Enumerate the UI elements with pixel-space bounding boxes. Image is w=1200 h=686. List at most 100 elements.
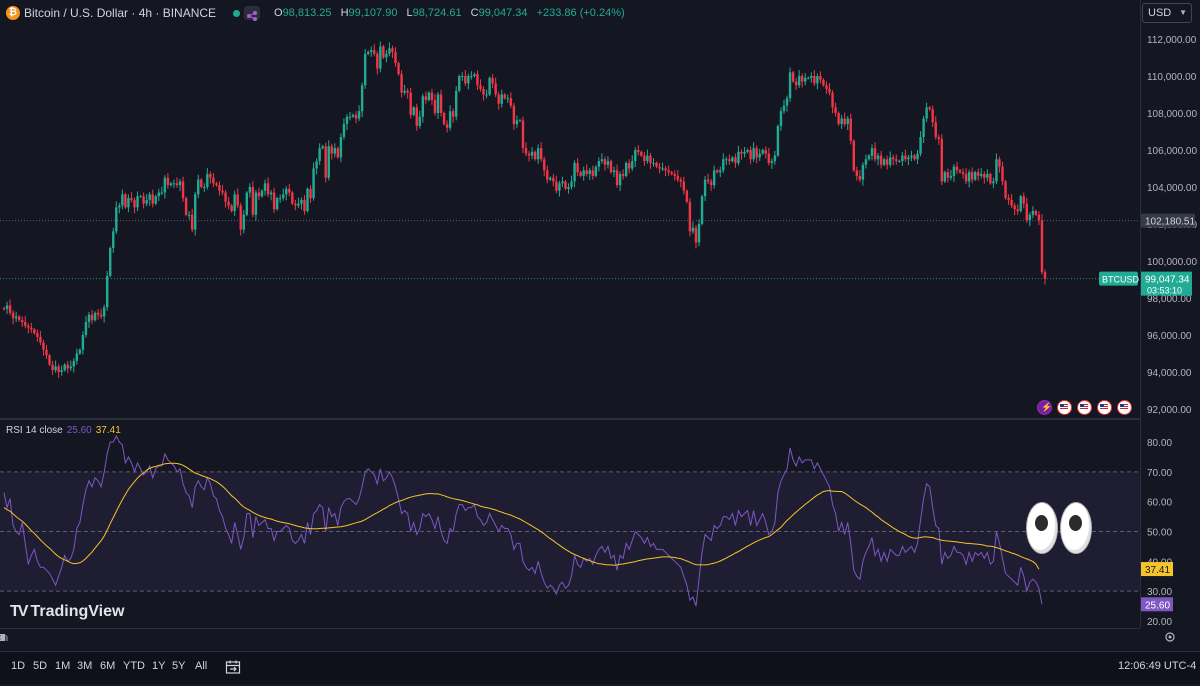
candle-body [197,179,200,195]
candle [497,91,500,110]
candle [612,166,616,178]
time-tick-label: 17 [0,633,6,644]
candle-body [831,92,834,108]
candle [357,105,361,122]
timeframe-6m[interactable]: 6M [100,660,116,672]
us-flag-event-icon[interactable] [1117,400,1132,415]
timeframe-1d[interactable]: 1D [11,660,26,672]
timeframe-ytd[interactable]: YTD [123,660,145,672]
candle-body [691,227,695,232]
candle-body [1025,203,1028,221]
candle-body [964,174,968,182]
tradingview-wordmark: TradingView [30,603,125,620]
candle [849,113,852,145]
candle-body [609,161,613,173]
compare-icon[interactable] [244,6,260,21]
us-flag-event-icon[interactable] [1057,400,1072,415]
candle-body [852,140,855,171]
rsi-legend[interactable]: RSI 14 close 25.60 37.41 [6,425,121,437]
candle [415,103,418,131]
candle [324,142,327,183]
flash-event-icon[interactable]: ⚡ [1037,400,1052,415]
candle [105,270,109,311]
tradingview-logo[interactable]: TV TradingView [10,601,124,623]
candle [366,50,370,56]
candle [66,360,69,374]
rsi-ma-badge [1141,562,1173,577]
candle-body [497,94,500,104]
candle [518,118,522,122]
candle-body [72,360,76,367]
candle [48,353,51,367]
price-tick-label: 98,000.00 [1147,294,1192,305]
candle-body [743,151,746,154]
candle-body [318,148,321,162]
rsi-ma-line [3,462,1040,570]
rsi-tick-label: 80.00 [1147,438,1172,449]
candle [949,169,953,181]
candle-body [1037,214,1041,221]
symbol-title[interactable]: Bitcoin / U.S. Dollar · 4h · BINANCE [24,6,217,20]
candle-body [327,146,330,178]
candle-body [509,98,513,106]
currency-select[interactable]: USD ▼ [1142,3,1192,23]
candle [133,197,136,214]
candle [539,142,543,162]
candle-body [919,137,922,154]
candle-body [21,320,24,323]
candle-body [555,181,558,191]
candle [661,162,664,172]
us-flag-event-icon[interactable] [1097,400,1112,415]
candle [339,133,343,163]
candle-body [57,366,60,372]
timeframe-5y[interactable]: 5Y [172,660,186,672]
candle [400,70,403,98]
candle-body [643,155,646,162]
candle [773,150,777,165]
candle-body [163,177,167,193]
settings-gear-icon[interactable] [1165,632,1175,642]
candle [546,165,549,184]
candle-body [409,92,412,115]
candle-body [776,125,780,156]
candle-body [709,181,713,186]
timeframe-5d[interactable]: 5D [33,660,48,672]
chevron-down-icon: ▼ [1179,8,1187,17]
candle-body [1016,209,1019,212]
candle-body [746,150,749,152]
time-tick-label: 13 [0,633,6,644]
chart-canvas[interactable]: 112,000.00 110,000.00 108,000.00 106,000.00… [0,0,1200,651]
candle [464,70,467,86]
candle-body [813,76,816,84]
candle [840,114,843,129]
candle [406,88,409,99]
symbol-header: ₿ Bitcoin / U.S. Dollar · 4h · BINANCE O… [0,0,1140,26]
candle-body [221,190,224,193]
candle [263,179,267,196]
candle-body [983,174,986,178]
eye-left [1027,503,1057,553]
candle [306,187,309,213]
candle-body [527,153,531,156]
candle-body [585,170,588,175]
candle [722,153,725,173]
candle [700,194,704,226]
candle-body [716,170,719,173]
candle-body [807,77,810,79]
candle-body [1034,211,1038,215]
clock-timezone[interactable]: 12:06:49 UTC-4 [1118,660,1197,672]
candle [536,144,540,165]
candle-body [93,312,97,321]
timeframe-3m[interactable]: 3M [77,660,93,672]
date-range-icon[interactable] [225,658,241,674]
candle-body [955,166,959,171]
us-flag-event-icon[interactable] [1077,400,1092,415]
candle [743,147,746,158]
timeframe-1y[interactable]: 1Y [152,660,166,672]
candle [300,197,303,210]
timeframe-1m[interactable]: 1M [55,660,71,672]
rsi-ma-badge-label: 37.41 [1145,565,1170,576]
timeframe-all[interactable]: All [195,660,208,672]
candle [509,92,513,109]
candle [882,157,886,167]
